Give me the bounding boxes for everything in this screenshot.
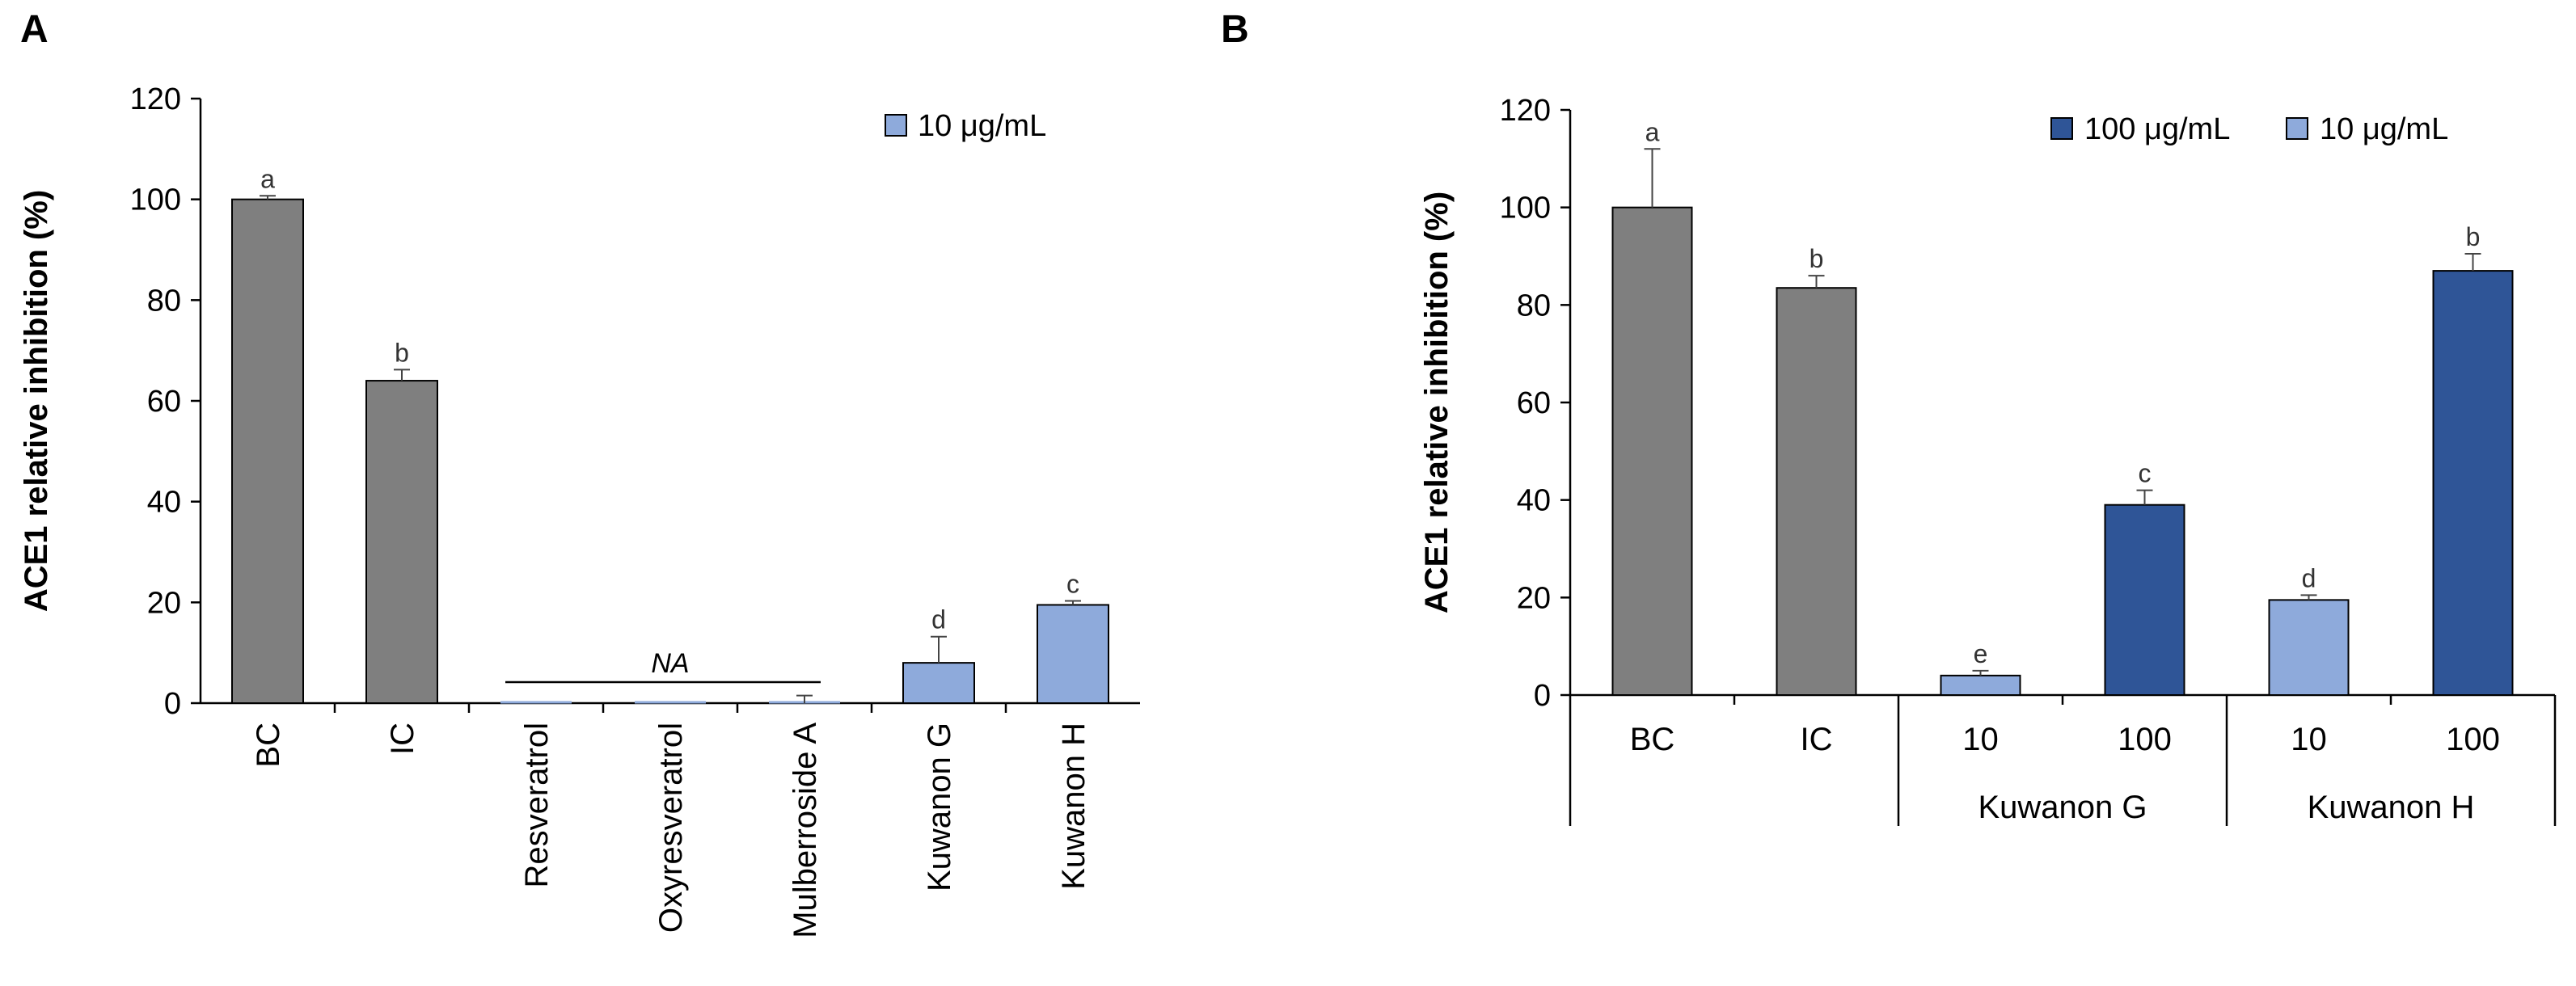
legend-label-10ug-b: 10 μg/mL bbox=[2320, 112, 2448, 146]
x-category-label-b: 100 bbox=[2446, 722, 2500, 757]
legend-swatch-10ug-b bbox=[2286, 117, 2308, 140]
panel-letter-b: B bbox=[1221, 8, 1249, 51]
x-category-label-a: BC bbox=[251, 723, 286, 768]
x-category-label-b: BC bbox=[1630, 722, 1675, 757]
x-category-label-b: 100 bbox=[2118, 722, 2172, 757]
bar-b-4 bbox=[2268, 599, 2350, 696]
x-category-label-b: 10 bbox=[2291, 722, 2327, 757]
x-category-label-a: Resveratrol bbox=[519, 723, 555, 888]
y-tick-label-a: 0 bbox=[164, 687, 181, 721]
significance-letter: b bbox=[1810, 244, 1824, 273]
x-category-label-a: Oxyresveratrol bbox=[653, 723, 689, 933]
x-group-label: Kuwanon G bbox=[1978, 790, 2147, 825]
y-tick-label-a: 100 bbox=[130, 183, 181, 217]
panel-letter-a: A bbox=[20, 8, 49, 51]
bar-b-5 bbox=[2432, 270, 2514, 697]
significance-letter: b bbox=[2466, 222, 2481, 251]
y-axis-title-a: ACE1 relative inhibition (%) bbox=[19, 190, 54, 612]
y-tick-label-b: 40 bbox=[1517, 484, 1551, 518]
legend-label-10ug: 10 μg/mL bbox=[918, 109, 1046, 143]
bar-ic bbox=[365, 380, 438, 704]
significance-letter: c bbox=[2139, 459, 2152, 488]
y-tick-label-b: 80 bbox=[1517, 289, 1551, 322]
y-axis-title-b: ACE1 relative inhibition (%) bbox=[1419, 192, 1455, 613]
legend-label-100ug: 100 μg/mL bbox=[2084, 112, 2230, 146]
significance-letter: d bbox=[2302, 563, 2316, 592]
y-tick-label-b: 120 bbox=[1500, 94, 1551, 128]
y-tick-label-b: 100 bbox=[1500, 192, 1551, 225]
bar-bc bbox=[231, 198, 304, 704]
significance-letter: b bbox=[395, 338, 409, 367]
legend-swatch-100ug bbox=[2050, 117, 2073, 140]
x-group-label: Kuwanon H bbox=[2308, 790, 2475, 825]
x-category-label-a: Kuwanon G bbox=[922, 723, 957, 891]
y-tick-label-a: 40 bbox=[147, 486, 181, 520]
significance-letter: a bbox=[260, 164, 275, 193]
y-tick-label-a: 120 bbox=[130, 82, 181, 116]
x-category-label-a: IC bbox=[385, 723, 420, 755]
bar-b-0 bbox=[1611, 206, 1693, 696]
significance-letter: e bbox=[1974, 639, 1988, 668]
significance-letter: d bbox=[931, 605, 946, 634]
x-category-label-b: 10 bbox=[1962, 722, 1999, 757]
y-tick-label-b: 0 bbox=[1534, 679, 1551, 713]
bar-b-1 bbox=[1776, 287, 1857, 696]
significance-letter: c bbox=[1066, 569, 1079, 598]
x-category-label-a: Mulberroside A bbox=[788, 723, 823, 938]
bar-kuwanon-g bbox=[902, 662, 975, 705]
y-tick-label-b: 60 bbox=[1517, 386, 1551, 420]
y-tick-label-a: 80 bbox=[147, 284, 181, 318]
y-tick-label-a: 60 bbox=[147, 385, 181, 419]
chart-a: ACE1 relative inhibition (%) 0 20 40 60 80 100… bbox=[19, 82, 1140, 938]
bar-b-2 bbox=[1940, 674, 2021, 696]
y-tick-label-b: 20 bbox=[1517, 581, 1551, 615]
legend-swatch-10ug bbox=[885, 114, 907, 137]
bar-b-3 bbox=[2104, 504, 2185, 697]
x-category-label-b: IC bbox=[1801, 722, 1833, 757]
bar-kuwanon-h bbox=[1037, 604, 1109, 705]
na-annotation: NA bbox=[651, 648, 689, 679]
x-category-label-a: Kuwanon H bbox=[1056, 723, 1092, 890]
significance-letter: a bbox=[1645, 117, 1660, 146]
y-tick-label-a: 20 bbox=[147, 586, 181, 620]
chart-b: ACE1 relative inhibition (%) 0 20 40 60 80 100… bbox=[1419, 94, 2557, 826]
